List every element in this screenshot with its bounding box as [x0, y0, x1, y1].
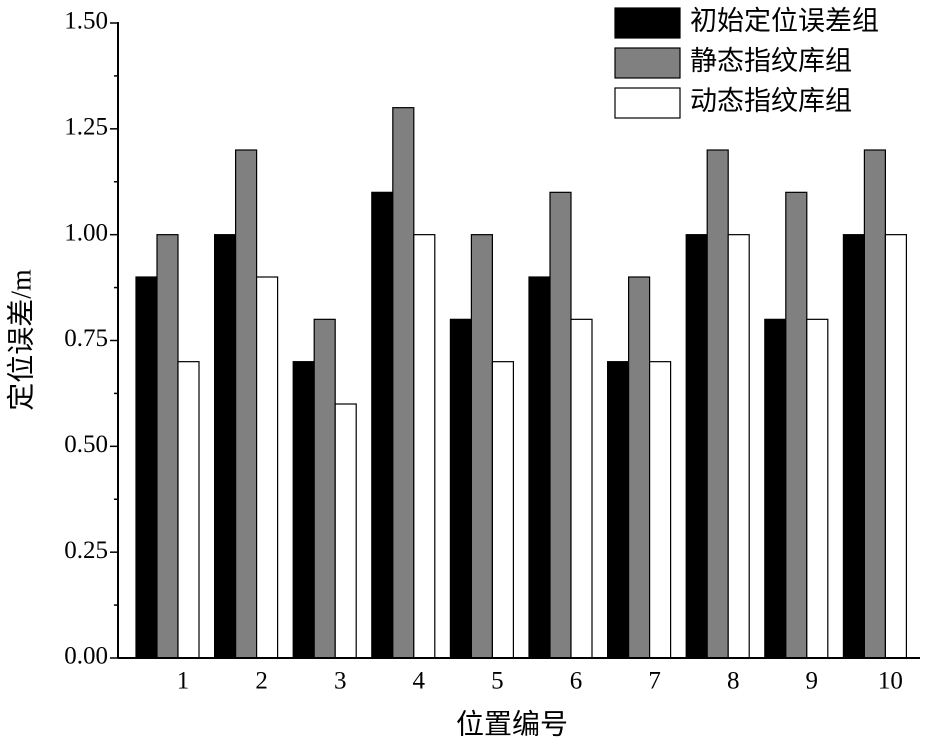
- x-tick-label: 10: [878, 668, 903, 695]
- bar: [648, 361, 672, 659]
- legend-swatch: [614, 7, 681, 39]
- bar: [863, 149, 887, 659]
- x-tick-label: 4: [413, 668, 426, 695]
- bar: [549, 191, 572, 659]
- bar: [627, 276, 651, 659]
- x-tick-label: 3: [334, 668, 347, 695]
- bar: [806, 318, 829, 659]
- y-tick-label: 0.25: [64, 537, 108, 564]
- bar: [392, 107, 415, 659]
- x-tick-label: 2: [255, 668, 268, 695]
- bar: [528, 276, 551, 659]
- x-tick-label: 7: [648, 668, 661, 695]
- bar: [570, 318, 593, 659]
- legend-swatch: [614, 87, 681, 119]
- bar: [727, 234, 750, 659]
- bar: [785, 191, 808, 659]
- y-tick-label: 1.50: [64, 8, 108, 35]
- bar: [606, 361, 630, 659]
- bar: [449, 318, 472, 659]
- bar: [371, 191, 394, 659]
- x-tick-label: 8: [727, 668, 740, 695]
- legend-swatch: [614, 47, 681, 79]
- x-tick-label: 6: [570, 668, 583, 695]
- y-tick-label: 0.00: [64, 643, 108, 670]
- y-tick-label: 0.50: [64, 431, 108, 458]
- x-tick-label: 9: [806, 668, 819, 695]
- bar: [764, 318, 787, 659]
- bar: [256, 276, 279, 659]
- bar: [235, 149, 258, 659]
- legend-text: 初始定位误差组: [690, 6, 879, 36]
- bar: [214, 234, 237, 659]
- bar: [491, 361, 514, 659]
- bar: [470, 234, 493, 659]
- y-tick-label: 1.00: [64, 219, 108, 246]
- y-tick-label: 1.25: [64, 114, 108, 141]
- bar: [884, 234, 908, 659]
- x-axis-title: 位置编号: [456, 708, 568, 740]
- y-axis-title: 定位误差/m: [5, 269, 37, 411]
- bar: [313, 318, 336, 659]
- bar: [842, 234, 866, 659]
- bar: [706, 149, 729, 659]
- bar: [685, 234, 708, 659]
- bar: [292, 361, 315, 659]
- bar: [413, 234, 436, 659]
- bar: [156, 234, 179, 659]
- bar: [334, 403, 357, 659]
- bar: [135, 276, 158, 659]
- x-tick-label: 1: [177, 668, 190, 695]
- x-tick-label: 5: [491, 668, 504, 695]
- bar: [177, 361, 200, 659]
- y-tick-label: 0.75: [64, 325, 108, 352]
- legend-text: 动态指纹库组: [690, 86, 852, 116]
- legend-text: 静态指纹库组: [690, 46, 852, 76]
